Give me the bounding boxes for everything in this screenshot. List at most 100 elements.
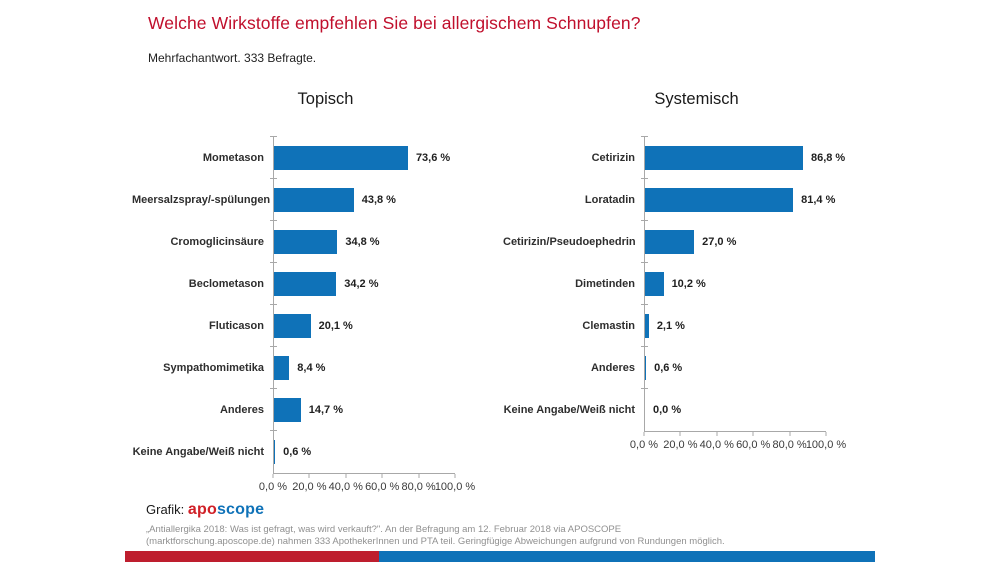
category-label: Cetirizin [591, 152, 635, 164]
category-label: Anderes [590, 362, 635, 374]
bar-track: 14,7 % [270, 388, 456, 431]
value-label: 43,8 % [361, 194, 396, 206]
aposcope-logo-apo: apo [187, 501, 217, 518]
bar-row: Clemastin 2,1 % [503, 304, 890, 347]
bar-row: Meersalzspray/-spülungen 43,8 % [132, 178, 519, 221]
category-tick [270, 388, 277, 389]
category-tick [641, 388, 648, 389]
bar-track: 43,8 % [270, 178, 456, 221]
category-tick [641, 304, 648, 305]
bar-track: 34,2 % [270, 262, 456, 305]
page-subtitle: Mehrfachantwort. 333 Befragte. [148, 51, 317, 65]
bar-row: Mometason 73,6 % [132, 136, 519, 179]
category-tick [270, 136, 277, 137]
footnote-line-1: „Antiallergika 2018: Was ist gefragt, wa… [146, 524, 622, 535]
x-axis-tick-label: 20,0 % [663, 439, 698, 451]
bar-track: 81,4 % [641, 178, 835, 221]
bar-row: Keine Angabe/Weiß nicht 0,6 % [132, 430, 519, 473]
bar [274, 440, 276, 464]
x-axis-tick [789, 432, 791, 436]
aposcope-logo-scope: scope [216, 501, 265, 518]
bar-row: Beclometason 34,2 % [132, 262, 519, 305]
value-label: 20,1 % [318, 320, 353, 332]
x-axis-tick [381, 474, 383, 478]
category-tick [270, 262, 277, 263]
value-label: 14,7 % [308, 404, 343, 416]
bar [645, 356, 647, 380]
bar-track: 27,0 % [641, 220, 827, 263]
bar [274, 230, 338, 254]
bar [645, 188, 794, 212]
category-tick [270, 178, 277, 179]
x-axis-tick-label: 100,0 % [805, 439, 847, 451]
value-label: 8,4 % [297, 362, 326, 374]
category-tick [270, 304, 277, 305]
category-label: Cetirizin/Pseudoephedrin [503, 236, 636, 248]
category-label: Beclometason [188, 278, 264, 290]
x-axis-tick-label: 80,0 % [772, 439, 807, 451]
bar-row: Fluticason 20,1 % [132, 304, 519, 347]
value-label: 34,8 % [345, 236, 380, 248]
bar-track: 73,6 % [270, 136, 456, 179]
category-tick [641, 136, 648, 137]
bar [274, 356, 290, 380]
chart-title: Topisch [297, 90, 354, 108]
category-label: Cromoglicinsäure [170, 236, 264, 248]
bar-track: 2,1 % [641, 304, 827, 347]
category-tick [641, 220, 648, 221]
credit-prefix: Grafik: [146, 502, 188, 517]
bar [645, 314, 649, 338]
category-label: Clemastin [582, 320, 635, 332]
bar [645, 230, 695, 254]
x-axis-tick [308, 474, 310, 478]
x-axis: 0,0 % 20,0 % 40,0 % 60,0 % 80,0 % 100,0 % [259, 473, 475, 493]
bar-rows: Cetirizin 86,8 % Loratadin 81,4 % Cetirizin/… [503, 136, 890, 431]
bar-track: 20,1 % [270, 304, 456, 347]
category-tick [641, 262, 648, 263]
chart-topisch: Topisch Mometason 73,6 % Meersalzspray/-sp… [132, 90, 519, 493]
brand-bar-blue [379, 551, 875, 562]
category-tick [270, 430, 277, 431]
bar [274, 398, 301, 422]
category-label: Keine Angabe/Weiß nicht [132, 446, 264, 458]
graphic-credit: Grafik: aposcope [146, 501, 264, 519]
x-axis-tick [825, 432, 827, 436]
value-label: 0,6 % [654, 362, 683, 374]
x-axis-tick [716, 432, 718, 436]
bar-track: 86,8 % [641, 136, 845, 179]
x-axis-tick [752, 432, 754, 436]
bar [645, 272, 664, 296]
x-axis: 0,0 % 20,0 % 40,0 % 60,0 % 80,0 % 100,0 % [630, 431, 846, 451]
bar-row: Anderes 14,7 % [132, 388, 519, 431]
value-label: 10,2 % [671, 278, 706, 290]
bar-row: Cromoglicinsäure 34,8 % [132, 220, 519, 263]
bar-row: Keine Angabe/Weiß nicht 0,0 % [503, 388, 890, 431]
chart-title: Systemisch [654, 90, 739, 108]
category-tick [270, 346, 277, 347]
category-tick [270, 220, 277, 221]
category-label: Dimetinden [575, 278, 635, 290]
brand-bar-red [125, 551, 379, 562]
category-label: Mometason [202, 152, 264, 164]
value-label: 27,0 % [702, 236, 737, 248]
bar-rows: Mometason 73,6 % Meersalzspray/-spülungen 4… [132, 136, 519, 473]
bar-track: 0,6 % [270, 430, 456, 473]
x-axis-tick-label: 0,0 % [629, 439, 659, 451]
category-label: Loratadin [584, 194, 635, 206]
category-label: Anderes [219, 404, 264, 416]
category-label: Keine Angabe/Weiß nicht [503, 404, 635, 416]
bar-row: Cetirizin 86,8 % [503, 136, 890, 179]
bar [274, 272, 337, 296]
bar-row: Sympathomimetika 8,4 % [132, 346, 519, 389]
x-axis-tick-label: 60,0 % [365, 481, 400, 493]
category-tick [641, 346, 648, 347]
value-label: 0,0 % [653, 404, 682, 416]
x-axis-tick-label: 60,0 % [736, 439, 771, 451]
bar [274, 146, 408, 170]
x-axis-tick [679, 432, 681, 436]
category-label: Fluticason [208, 320, 264, 332]
bar-track: 10,2 % [641, 262, 827, 305]
x-axis-tick [272, 474, 274, 478]
value-label: 2,1 % [656, 320, 685, 332]
